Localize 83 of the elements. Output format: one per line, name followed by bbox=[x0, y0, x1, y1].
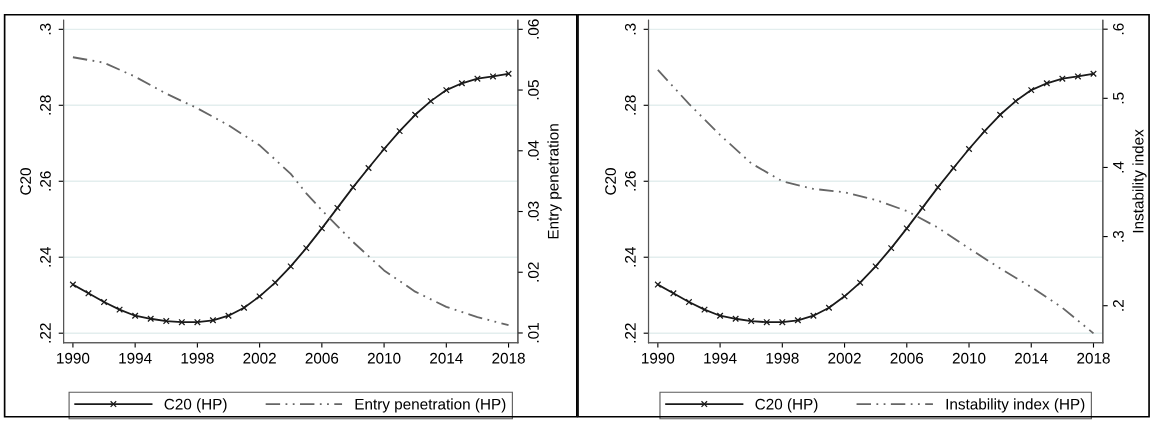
x-tick-label: 2006 bbox=[305, 352, 339, 364]
point bbox=[887, 244, 895, 252]
point bbox=[950, 164, 957, 172]
point bbox=[69, 281, 77, 288]
x-tick-label: 1994 bbox=[119, 352, 152, 364]
point bbox=[825, 304, 833, 312]
y2-tick-label: .06 bbox=[528, 19, 539, 39]
x-tick-label: 1998 bbox=[181, 352, 214, 364]
point bbox=[856, 279, 864, 287]
x-tick-label: 1994 bbox=[704, 352, 737, 364]
y2-tick-label: .05 bbox=[528, 80, 539, 100]
point bbox=[240, 304, 248, 312]
y2-tick-label: .04 bbox=[528, 140, 539, 161]
point bbox=[302, 244, 310, 252]
point bbox=[934, 183, 942, 191]
y-tick-label: .26 bbox=[40, 171, 51, 191]
y2-tick-label: .2 bbox=[1112, 300, 1124, 311]
point bbox=[193, 318, 201, 326]
legend-label: C20 (HP) bbox=[755, 398, 818, 413]
point bbox=[209, 316, 217, 324]
y2-tick-label: .01 bbox=[528, 323, 539, 343]
y2-tick-label: .5 bbox=[1113, 92, 1124, 104]
x-tick-label: 1990 bbox=[642, 352, 675, 364]
y-tick-label: .3 bbox=[40, 23, 51, 35]
point bbox=[505, 70, 512, 78]
legend-label: Entry penetration (HP) bbox=[355, 398, 506, 413]
y-tick-label: .26 bbox=[624, 171, 636, 191]
point bbox=[271, 279, 279, 287]
y2-tick-label: .4 bbox=[1113, 161, 1124, 173]
y-tick-label: .22 bbox=[40, 323, 51, 343]
x-tick-label: 1998 bbox=[766, 352, 799, 364]
y-tick-label: .28 bbox=[624, 95, 636, 115]
y2-axis-title: Entry penetration bbox=[547, 124, 562, 239]
x-tick-label: 2002 bbox=[828, 352, 861, 364]
legend-label: C20 (HP) bbox=[164, 398, 227, 413]
y2-tick-label: .02 bbox=[528, 262, 539, 282]
legend-label: Instability index (HP) bbox=[946, 398, 1085, 413]
point bbox=[903, 224, 911, 232]
point bbox=[1012, 97, 1020, 105]
point bbox=[349, 183, 357, 191]
point bbox=[981, 127, 988, 135]
point bbox=[365, 164, 372, 172]
x-tick-label: 2018 bbox=[492, 352, 525, 364]
point bbox=[654, 281, 662, 288]
x-tick-label: 2010 bbox=[952, 352, 986, 364]
point bbox=[396, 127, 404, 135]
x-tick-label: 2010 bbox=[367, 352, 401, 364]
point bbox=[810, 312, 817, 320]
y-axis-title: C20 bbox=[605, 168, 616, 195]
point bbox=[1074, 73, 1082, 80]
point bbox=[794, 316, 802, 324]
point bbox=[225, 312, 232, 320]
point bbox=[427, 97, 435, 105]
y-tick-label: .24 bbox=[40, 247, 51, 267]
x-tick-label: 2018 bbox=[1077, 352, 1110, 364]
point bbox=[918, 204, 926, 212]
point bbox=[318, 224, 326, 232]
y2-tick-label: .03 bbox=[528, 201, 539, 221]
point bbox=[1090, 70, 1097, 78]
x-tick-label: 1990 bbox=[57, 352, 90, 364]
point bbox=[716, 312, 724, 320]
x-tick-label: 2006 bbox=[890, 352, 924, 364]
y2-axis-title: Instability index bbox=[1132, 129, 1147, 233]
x-tick-label: 2014 bbox=[1015, 352, 1048, 364]
y2-tick-label: .6 bbox=[1112, 23, 1124, 35]
x-tick-label: 2002 bbox=[243, 352, 276, 364]
x-tick-label: 2014 bbox=[430, 352, 463, 364]
point bbox=[489, 73, 497, 80]
y-tick-label: .22 bbox=[624, 323, 636, 343]
y-tick-label: .24 bbox=[624, 247, 636, 267]
point bbox=[131, 312, 139, 320]
point bbox=[474, 75, 481, 83]
point bbox=[778, 318, 786, 326]
point bbox=[85, 289, 92, 297]
point bbox=[334, 204, 341, 212]
point bbox=[747, 317, 755, 325]
y-tick-label: .3 bbox=[624, 23, 636, 35]
y2-tick-label: .3 bbox=[1112, 230, 1124, 242]
y-tick-label: .28 bbox=[40, 95, 51, 115]
point bbox=[442, 86, 450, 94]
y-axis-title: C20 bbox=[20, 168, 32, 195]
point bbox=[162, 317, 170, 325]
point bbox=[1027, 86, 1035, 94]
